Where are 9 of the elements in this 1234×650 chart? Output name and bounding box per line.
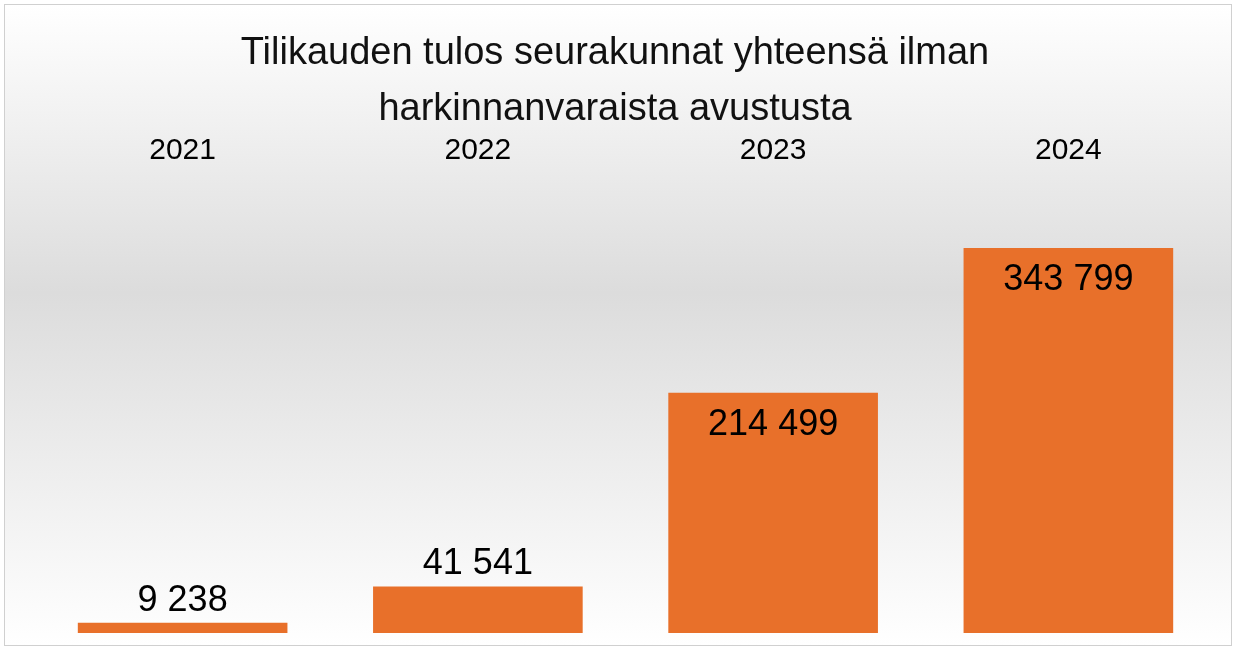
x-tick-label: 2023 xyxy=(739,132,807,166)
x-tick-label: 2022 xyxy=(444,132,512,166)
x-tick-label: 2024 xyxy=(1035,132,1102,166)
chart-title: Tilikauden tulos seurakunnat yhteensä ilman harkinnanvaraista avustusta xyxy=(240,30,990,128)
data-label: 214 499 xyxy=(708,401,839,443)
data-label: 343 799 xyxy=(1003,256,1134,298)
data-label: 9 238 xyxy=(137,577,228,619)
data-label: 41 541 xyxy=(422,541,533,583)
x-tick-label: 2021 xyxy=(149,132,216,166)
